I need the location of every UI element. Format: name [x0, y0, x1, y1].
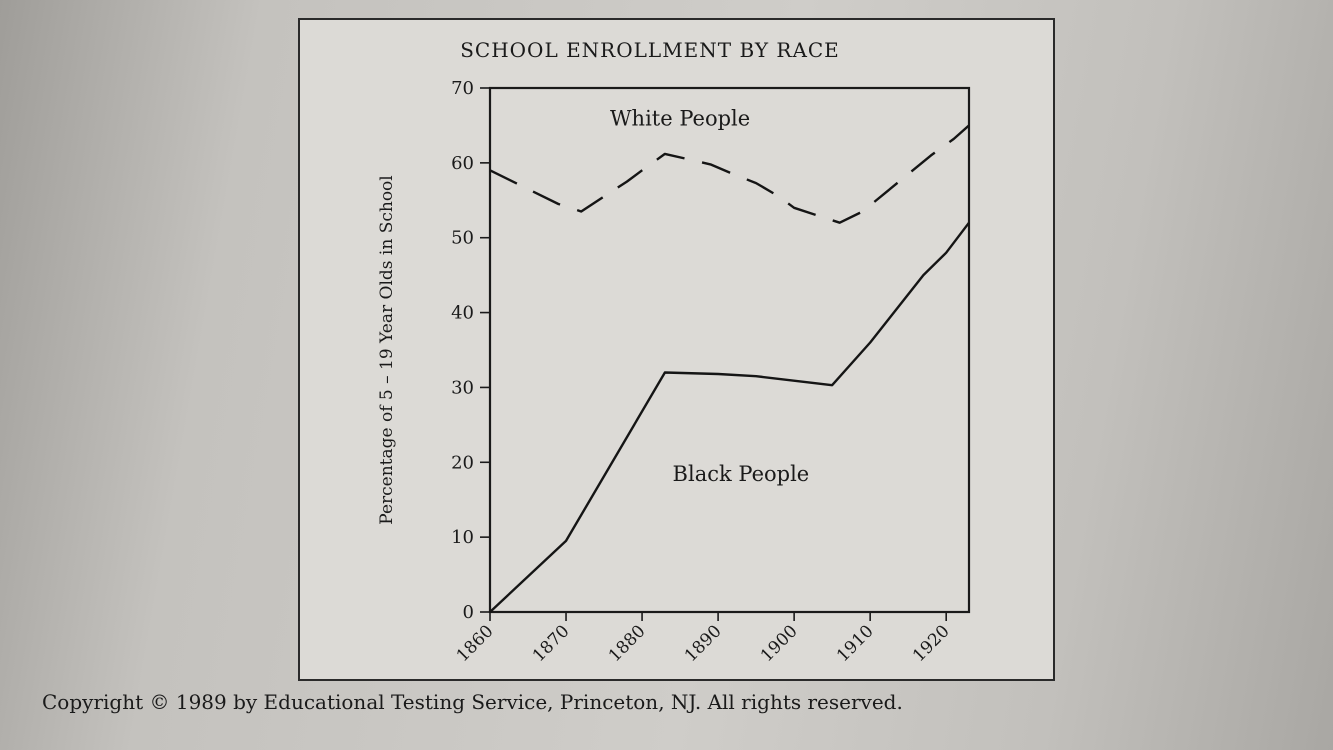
y-tick-label: 70 [451, 78, 474, 99]
x-tick-label: 1860 [453, 621, 498, 666]
plot-frame [488, 86, 971, 614]
y-tick-label: 20 [451, 452, 474, 473]
y-tick-label: 0 [463, 602, 474, 623]
y-tick-label: 10 [451, 527, 474, 548]
y-tick-label: 60 [451, 153, 474, 174]
y-tick-label: 40 [451, 303, 474, 324]
x-tick-label: 1910 [833, 621, 878, 666]
chart-title: SCHOOL ENROLLMENT BY RACE [460, 38, 840, 62]
y-tick-label: 30 [451, 377, 474, 398]
white-people-label: White People [610, 106, 750, 130]
x-tick-label: 1870 [529, 621, 574, 666]
x-tick-label: 1880 [605, 621, 650, 666]
x-tick-label: 1890 [681, 621, 726, 666]
black-people-label: Black People [673, 462, 810, 486]
x-tick-label: 1920 [909, 621, 954, 666]
series-line-black-people [489, 221, 970, 613]
y-tick-label: 50 [451, 228, 474, 249]
enrollment-chart: SCHOOL ENROLLMENT BY RACE Percentage of … [377, 38, 971, 666]
figure-frame: SCHOOL ENROLLMENT BY RACE Percentage of … [298, 18, 1055, 681]
plot-area: 0 10 20 30 40 50 60 70 1860 1870 1880 1890 1900 1910 1… [451, 78, 971, 666]
y-axis-label: Percentage of 5 – 19 Year Olds in School [377, 175, 397, 524]
copyright-notice: Copyright © 1989 by Educational Testing … [42, 690, 903, 714]
x-tick-label: 1900 [757, 621, 802, 666]
series-line-white-people [489, 124, 970, 224]
